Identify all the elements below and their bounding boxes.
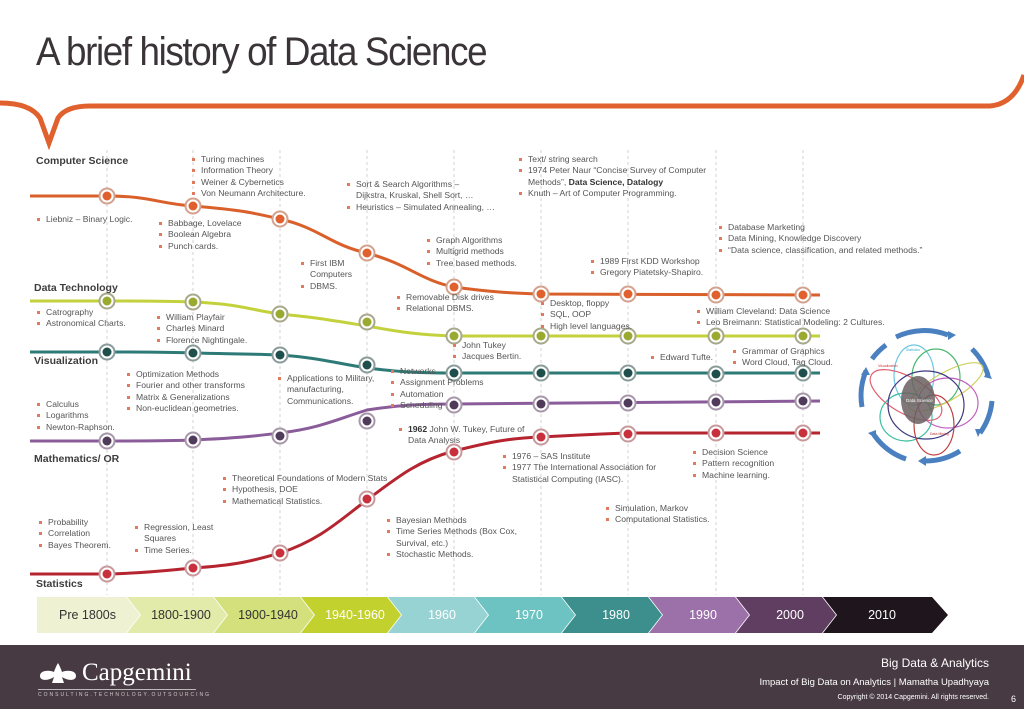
chevron-1940 <box>301 597 401 633</box>
mathematics-nodes <box>98 392 812 450</box>
computer-science-nodes <box>98 187 812 304</box>
category-data-technology: Data Technology <box>34 282 118 294</box>
era-label-1800: 1800-1900 <box>151 608 211 622</box>
era-label-1940: 1940-1960 <box>325 608 385 622</box>
footer-title: Big Data & Analytics <box>880 656 989 670</box>
footer-subtitle: Impact of Big Data on Analytics | Mamath… <box>759 677 989 688</box>
note-stat-1960-tukey: 1962 John W. Tukey, Future of Data Analy… <box>398 424 524 447</box>
timeline-diagram: Data Science Visualization Statistics Da… <box>0 74 1024 595</box>
chevron-2000 <box>736 597 836 633</box>
svg-text:Statistics: Statistics <box>906 348 920 352</box>
svg-text:Data Science: Data Science <box>906 398 933 403</box>
note-stat-1940: Bayesian Methods Time Series Methods (Box… <box>386 515 517 560</box>
note-dt-1800: William Playfair Charles Minard Florence N… <box>156 312 247 346</box>
chevron-1900 <box>214 597 314 633</box>
note-cs-1940-algorithms: Sort & Search Algorithms – Dijkstra, Krus… <box>346 179 495 213</box>
capgemini-logo: Capgemini <box>38 659 192 687</box>
logo-tagline: CONSULTING.TECHNOLOGY.OUTSOURCING <box>38 689 209 698</box>
footer-copyright: Copyright © 2014 Capgemini. All rights r… <box>837 694 989 701</box>
note-stat-1980: Simulation, Markov Computational Statisti… <box>605 503 710 526</box>
note-cs-1970: Text/ string search 1974 Peter Naur “Con… <box>518 154 706 199</box>
note-dt-1960: Removable Disk drives Relational DBMS. <box>396 292 494 315</box>
note-vis-1980: Edward Tufte. <box>650 352 713 363</box>
note-dt-pre1800: Catrography Astronomical Charts. <box>36 307 126 330</box>
note-cs-pre1800: Liebniz – Binary Logic. <box>36 214 132 225</box>
chevron-1800 <box>127 597 227 633</box>
chevron-1990 <box>649 597 749 633</box>
note-math-1900: Applications to Military, manufacturing, C… <box>277 373 374 407</box>
note-stat-1970: 1976 – SAS Institute 1977 The Internation… <box>502 451 656 485</box>
chevron-pre1800 <box>37 597 140 633</box>
footer: Capgemini CONSULTING.TECHNOLOGY.OUTSOURC… <box>0 645 1024 709</box>
note-stat-1800: Regression, Least Squares Time Series. <box>134 522 213 556</box>
era-label-1960: 1960 <box>428 608 456 622</box>
note-dt-1990: William Cleveland: Data Science Leo Breim… <box>696 306 885 329</box>
note-stat-1900: Theoretical Foundations of Modern Stats H… <box>222 473 387 507</box>
era-label-2000: 2000 <box>776 608 804 622</box>
chevron-1960 <box>388 597 488 633</box>
category-visualization: Visualization <box>34 355 98 367</box>
note-math-1800: Optimization Methods Fourier and other tr… <box>126 369 245 414</box>
page-number: 6 <box>1010 694 1016 704</box>
visualization-nodes <box>98 343 812 383</box>
note-cs-1990: Database Marketing Data Mining, Knowledge… <box>718 222 922 256</box>
era-label-1980: 1980 <box>602 608 630 622</box>
note-vis-1990: Grammar of Graphics Word Cloud, Tag Cloud… <box>732 346 833 369</box>
era-chevrons <box>37 597 948 633</box>
chevron-1970 <box>475 597 575 633</box>
page-title: A brief history of Data Science <box>36 30 488 74</box>
svg-text:Data Mining: Data Mining <box>930 432 949 436</box>
note-math-pre1800: Calculus Logarithms Newton-Raphson. <box>36 399 115 433</box>
statistics-nodes <box>98 424 812 583</box>
era-label-1970: 1970 <box>515 608 543 622</box>
data-science-venn-diagram: Data Science Visualization Statistics Da… <box>858 328 995 466</box>
note-vis-1960: John Tukey Jacques Bertin. <box>452 340 521 363</box>
note-math-1940: Networks Assignment Problems Automation Sch… <box>390 366 484 411</box>
chevron-2010 <box>823 597 948 633</box>
category-computer-science: Computer Science <box>36 155 129 167</box>
note-dt-1970: Desktop, floppy SQL, OOP High level langua… <box>540 298 632 332</box>
era-label-1990: 1990 <box>689 608 717 622</box>
category-mathematics: Mathematics/ OR <box>34 453 120 465</box>
svg-text:Visualization: Visualization <box>878 364 898 368</box>
category-statistics: Statistics <box>36 578 83 590</box>
note-cs-1960: Graph Algorithms Multigrid methods Tree ba… <box>426 235 517 269</box>
spade-icon <box>40 663 76 683</box>
era-label-2010: 2010 <box>868 608 896 622</box>
note-cs-1900: Turing machines Information Theory Weiner … <box>191 154 306 199</box>
chevron-1980 <box>562 597 662 633</box>
note-cs-1800: Babbage, Lovelace Boolean Algebra Punch ca… <box>158 218 242 252</box>
note-stat-pre1800: Probability Correlation Bayes Theorem. <box>38 517 111 551</box>
era-label-1900: 1900-1940 <box>238 608 298 622</box>
note-cs-1980: 1989 First KDD Workshop Gregory Piatetsky… <box>590 256 703 279</box>
note-stat-1990: Decision Science Pattern recognition Machi… <box>692 447 774 481</box>
header-bracket <box>0 74 1024 151</box>
era-label-pre1800: Pre 1800s <box>59 608 116 622</box>
data-technology-nodes <box>98 292 812 345</box>
computer-science-track <box>30 194 821 297</box>
note-cs-1940-computers: First IBM Computers DBMS. <box>300 258 352 292</box>
